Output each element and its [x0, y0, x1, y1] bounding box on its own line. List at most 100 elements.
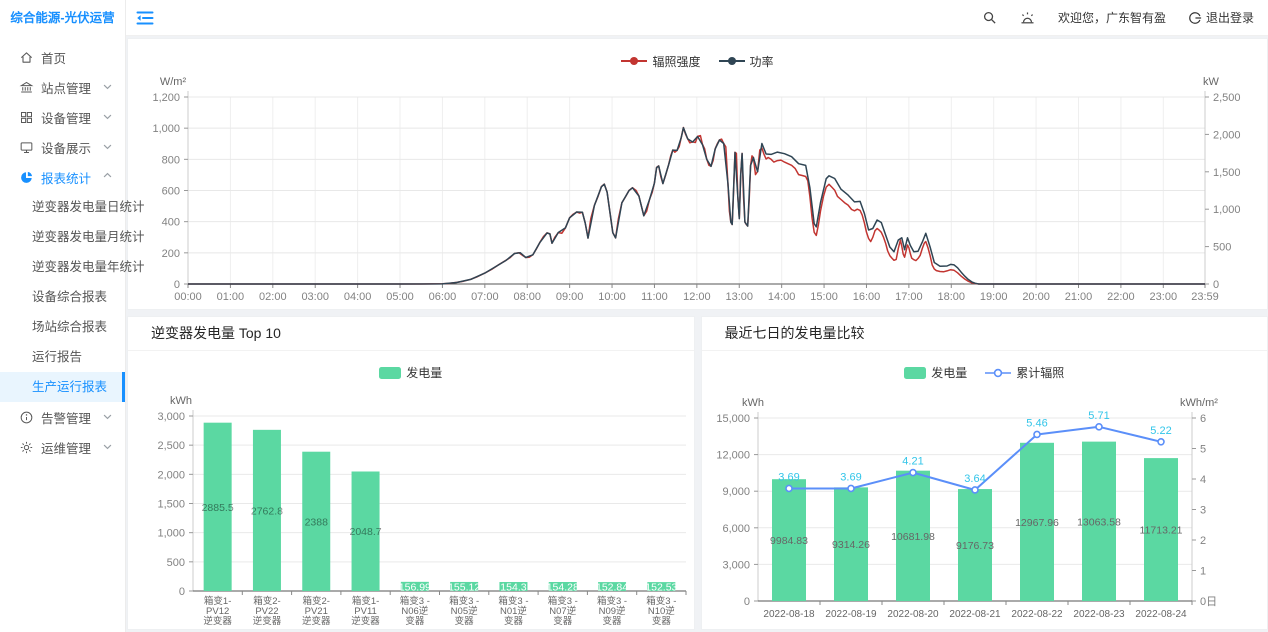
svg-text:N07逆: N07逆	[549, 605, 576, 617]
legend-label: 辐照强度	[652, 54, 701, 69]
svg-text:07:00: 07:00	[471, 291, 499, 303]
sidebar-subitem-inverter-daily[interactable]: 逆变器发电量日统计	[32, 200, 145, 214]
svg-text:1: 1	[1200, 566, 1206, 578]
legend-item-generation[interactable]: 发电量	[904, 364, 967, 381]
svg-text:04:00: 04:00	[344, 291, 372, 303]
sidebar-subitem-inverter-yearly[interactable]: 逆变器发电量年统计	[32, 260, 145, 274]
svg-text:2022-08-20: 2022-08-20	[887, 609, 939, 620]
legend-item-irradiance[interactable]: 辐照强度	[621, 53, 701, 70]
sidebar-subitem-production-report[interactable]: 生产运行报表	[0, 372, 125, 402]
alarm-icon[interactable]	[1019, 10, 1036, 26]
svg-text:N06逆: N06逆	[401, 605, 428, 617]
svg-text:19:00: 19:00	[980, 291, 1008, 303]
svg-text:1,500: 1,500	[1213, 167, 1241, 179]
sidebar-item-home[interactable]: 首页	[0, 42, 125, 72]
svg-text:4: 4	[1200, 474, 1206, 486]
svg-text:11713.21: 11713.21	[1139, 525, 1182, 537]
sidebar-item-label: 运维管理	[41, 441, 92, 456]
legend-label: 功率	[749, 54, 774, 69]
svg-text:08:00: 08:00	[513, 291, 541, 303]
svg-text:156.99: 156.99	[399, 582, 431, 594]
svg-text:2762.8: 2762.8	[251, 506, 283, 518]
svg-text:155.12: 155.12	[448, 582, 480, 594]
svg-text:2022-08-21: 2022-08-21	[949, 609, 1001, 620]
svg-text:3.69: 3.69	[840, 472, 861, 484]
svg-text:0: 0	[1213, 279, 1219, 291]
svg-text:1,000: 1,000	[1213, 204, 1241, 216]
search-icon[interactable]	[982, 10, 997, 25]
chevron-down-icon	[103, 84, 112, 90]
sidebar-item-label: 设备管理	[41, 111, 92, 126]
sidebar-item-device-mgmt[interactable]: 设备管理	[0, 102, 125, 132]
sidebar-item-site-mgmt[interactable]: 站点管理	[0, 72, 125, 102]
svg-text:逆变器: 逆变器	[253, 615, 282, 627]
chevron-down-icon	[103, 114, 112, 120]
sidebar-subitem-run-report[interactable]: 运行报告	[32, 350, 83, 364]
svg-text:1,200: 1,200	[152, 92, 180, 104]
topbar: 欢迎您，广东智有盈 退出登录	[126, 0, 1268, 36]
svg-text:变器: 变器	[405, 615, 425, 627]
svg-text:6,000: 6,000	[722, 523, 750, 535]
logout-button[interactable]: 退出登录	[1188, 9, 1254, 26]
sidebar-item-ops-mgmt[interactable]: 运维管理	[0, 432, 125, 462]
seven-day-comparison-legend: 发电量 累计辐照	[702, 361, 1268, 384]
svg-text:0: 0	[174, 279, 180, 291]
menu-collapse-icon[interactable]	[136, 10, 154, 26]
svg-text:2022-08-22: 2022-08-22	[1011, 609, 1063, 620]
sidebar-subitem-station-report[interactable]: 场站综合报表	[32, 320, 108, 334]
svg-text:17:00: 17:00	[895, 291, 923, 303]
svg-text:kWh: kWh	[170, 395, 192, 407]
gear-icon	[19, 440, 34, 455]
legend-item-cumulative-irradiance[interactable]: 累计辐照	[985, 364, 1064, 381]
sidebar-subitem-device-report[interactable]: 设备综合报表	[32, 290, 108, 304]
logout-label: 退出登录	[1205, 11, 1254, 25]
sidebar: 综合能源-光伏运营 首页 站点管理 设备管理 设备展示 报表统计 逆变器发电量日统计 逆变器…	[0, 0, 145, 632]
svg-text:逆变器: 逆变器	[351, 615, 380, 627]
svg-text:5.22: 5.22	[1150, 425, 1171, 437]
sidebar-item-alarm-mgmt[interactable]: 告警管理	[0, 402, 125, 432]
sidebar-item-label: 报表统计	[41, 171, 92, 186]
chevron-up-icon	[103, 172, 112, 178]
svg-text:箱变2-: 箱变2-	[303, 595, 330, 607]
svg-text:4.21: 4.21	[902, 456, 923, 468]
svg-text:3.64: 3.64	[964, 473, 985, 485]
sidebar-subitem-inverter-monthly[interactable]: 逆变器发电量月统计	[32, 230, 145, 244]
svg-text:PV21: PV21	[305, 606, 328, 617]
inverter-top10-card: 逆变器发电量 Top 10 发电量 0 500 1,000 1,500 2,000 2,5…	[127, 316, 695, 630]
inverter-top10-bar-chart: 05001,0001,5002,0002,5003,0002885.5箱变1-P…	[157, 395, 687, 627]
sidebar-item-device-display[interactable]: 设备展示	[0, 132, 125, 162]
svg-text:N05逆: N05逆	[451, 605, 478, 617]
svg-text:12967.96: 12967.96	[1015, 517, 1059, 529]
content: 辐照强度 功率 0 200 400 600 800 1,000 1,200 0 500 1,000 1…	[126, 36, 1268, 632]
info-circle-icon	[19, 410, 34, 425]
svg-text:154.3: 154.3	[500, 582, 526, 594]
legend-item-power[interactable]: 功率	[718, 53, 774, 70]
svg-text:18:00: 18:00	[938, 291, 966, 303]
sidebar-item-report-stats[interactable]: 报表统计	[0, 162, 125, 192]
svg-text:2,000: 2,000	[157, 470, 185, 482]
irradiance-power-card: 辐照强度 功率 0 200 400 600 800 1,000 1,200 0 500 1,000 1…	[127, 38, 1268, 310]
svg-text:1,000: 1,000	[157, 528, 185, 540]
svg-text:变器: 变器	[553, 615, 573, 627]
svg-text:1,500: 1,500	[157, 499, 185, 511]
legend-item-generation[interactable]: 发电量	[379, 364, 442, 381]
svg-text:12,000: 12,000	[716, 450, 750, 462]
svg-text:200: 200	[162, 248, 180, 260]
svg-text:03:00: 03:00	[301, 291, 329, 303]
legend-label: 发电量	[406, 366, 443, 381]
svg-text:06:00: 06:00	[429, 291, 457, 303]
seven-day-comparison-title: 最近七日的发电量比较	[701, 317, 1267, 351]
svg-text:2388: 2388	[305, 517, 329, 529]
svg-text:2,500: 2,500	[157, 440, 185, 452]
svg-text:5.46: 5.46	[1026, 418, 1047, 430]
svg-text:152.53: 152.53	[645, 582, 677, 594]
welcome-text: 欢迎您，广东智有盈	[1057, 11, 1166, 25]
svg-text:05:00: 05:00	[386, 291, 414, 303]
svg-text:箱变3 -: 箱变3 -	[548, 595, 578, 607]
svg-text:2,500: 2,500	[1213, 92, 1241, 104]
svg-text:变器: 变器	[652, 615, 672, 627]
svg-text:3: 3	[1200, 505, 1206, 517]
pie-chart-icon	[19, 170, 34, 185]
svg-text:N09逆: N09逆	[599, 605, 626, 617]
svg-text:5: 5	[1200, 444, 1206, 456]
